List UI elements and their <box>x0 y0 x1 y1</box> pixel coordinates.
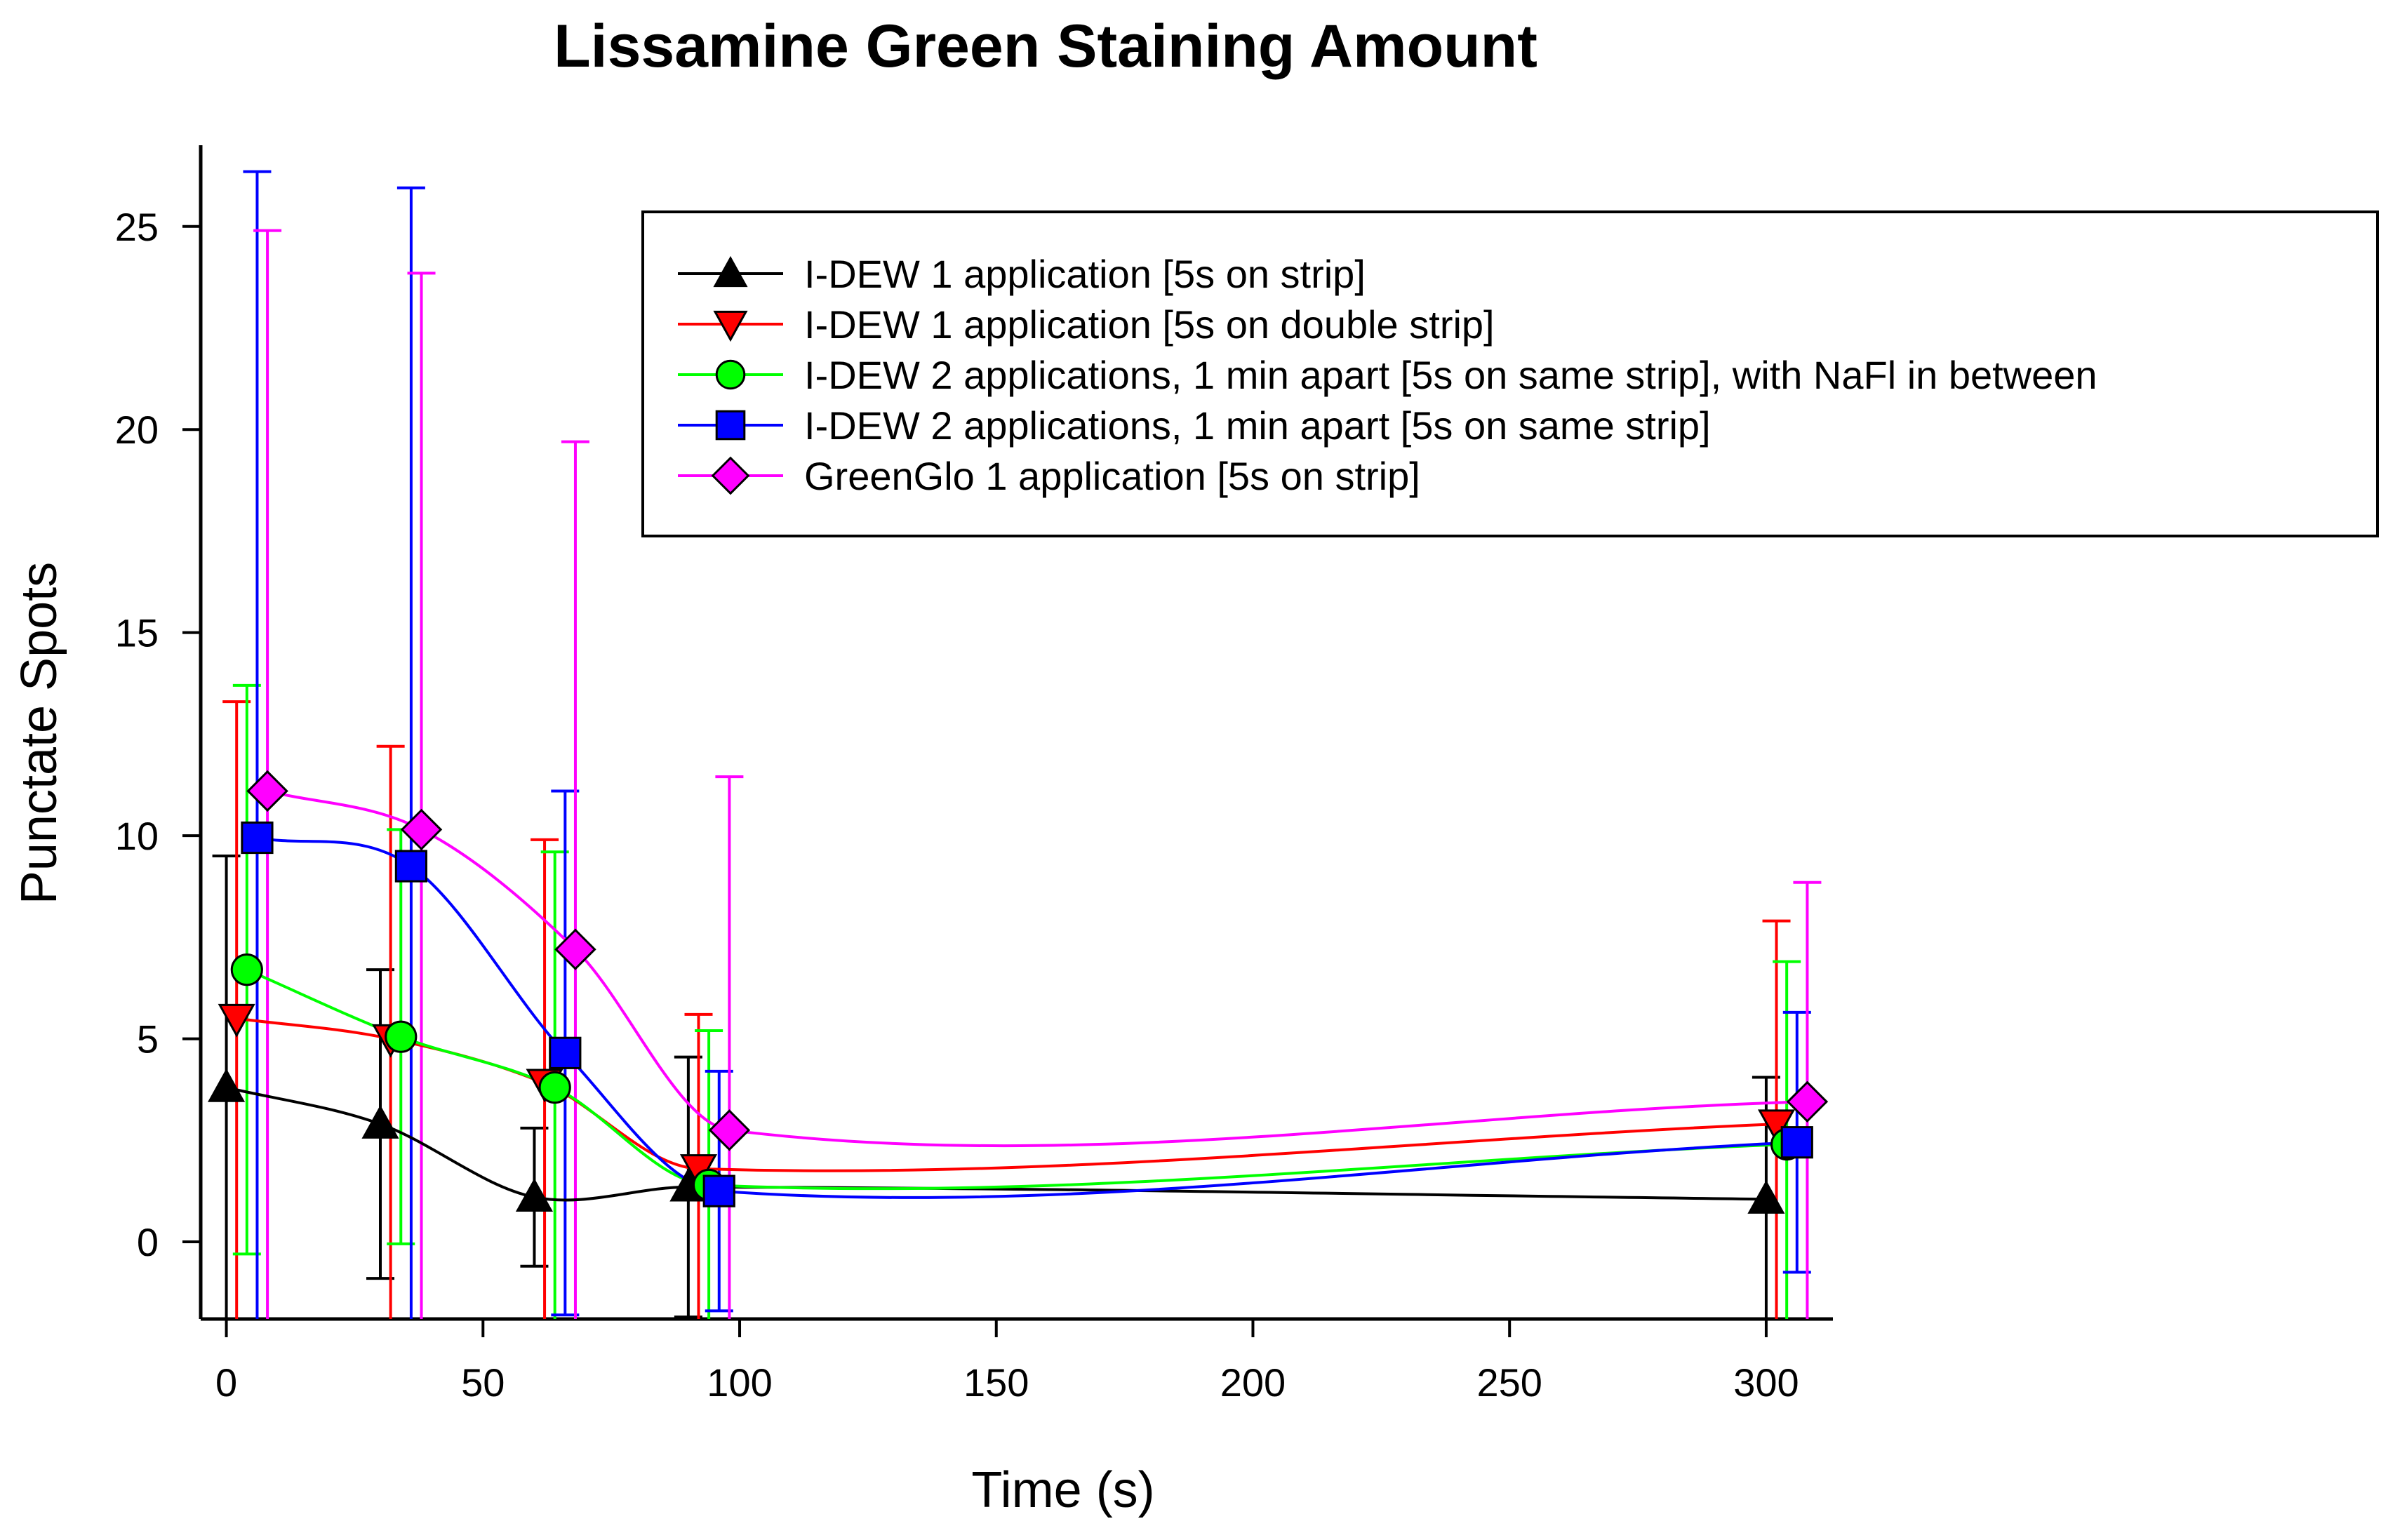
data-point-s3-p0 <box>241 821 274 855</box>
data-point-s0-p1 <box>361 1105 399 1139</box>
y-axis-label: Punctate Spots <box>11 562 67 904</box>
data-point-s2-p1 <box>385 1020 418 1053</box>
data-point-s1-p0 <box>218 1003 255 1038</box>
data-point-s3-p1 <box>394 850 427 883</box>
legend-label-2: I-DEW 2 applications, 1 min apart [5s on… <box>804 353 2097 397</box>
chart-title: Lissamine Green Staining Amount <box>554 13 1537 80</box>
x-tick-label-6: 300 <box>1733 1360 1799 1405</box>
data-point-s2-p0 <box>230 953 263 986</box>
legend-marker-1 <box>713 310 748 342</box>
x-tick-label-0: 0 <box>215 1360 237 1405</box>
x-tick-label-2: 100 <box>707 1360 772 1405</box>
y-tick-label-5: 25 <box>115 205 159 249</box>
legend-label-3: I-DEW 2 applications, 1 min apart [5s on… <box>804 403 1711 448</box>
x-tick-label-3: 150 <box>963 1360 1029 1405</box>
y-tick-label-1: 5 <box>137 1017 159 1062</box>
data-point-s0-p0 <box>208 1068 246 1102</box>
series-line-2 <box>246 968 1787 1191</box>
data-point-s3-p4 <box>1780 1126 1813 1159</box>
legend-marker-3 <box>715 410 746 441</box>
y-tick-label-4: 20 <box>115 408 159 452</box>
series-lines <box>226 789 1808 1202</box>
series-line-1 <box>236 1017 1777 1172</box>
data-point-s2-p2 <box>538 1071 571 1104</box>
data-point-s4-p3 <box>708 1109 751 1151</box>
y-tick-label-3: 15 <box>115 611 159 655</box>
data-point-s4-p4 <box>1786 1080 1829 1123</box>
legend-label-4: GreenGlo 1 application [5s on strip] <box>804 454 1420 498</box>
x-tick-label-1: 50 <box>461 1360 505 1405</box>
legend-box <box>641 210 2379 537</box>
y-tick-label-2: 10 <box>115 814 159 858</box>
data-point-s0-p4 <box>1747 1180 1785 1214</box>
data-point-s4-p1 <box>400 808 443 851</box>
data-point-s0-p2 <box>515 1178 553 1212</box>
series-markers <box>208 770 1829 1214</box>
data-point-s3-p2 <box>549 1036 582 1069</box>
x-tick-label-4: 200 <box>1220 1360 1286 1405</box>
x-tick-label-5: 250 <box>1476 1360 1542 1405</box>
series-line-3 <box>257 836 1797 1200</box>
data-point-s4-p2 <box>554 928 596 970</box>
legend-label-0: I-DEW 1 application [5s on strip] <box>804 252 1366 296</box>
legend-marker-2 <box>715 359 746 390</box>
legend-marker-0 <box>713 255 748 288</box>
data-point-s1-p4 <box>1757 1109 1796 1144</box>
x-axis-label: Time (s) <box>971 1462 1154 1518</box>
axes: 0 50 100 150 200 250 300 0 5 10 15 20 25 <box>115 145 1833 1405</box>
data-point-s4-p0 <box>246 770 288 812</box>
legend: I-DEW 1 application [5s on strip] I-DEW 1… <box>641 210 2379 537</box>
y-tick-label-0: 0 <box>137 1220 159 1264</box>
legend-marker-4 <box>711 456 750 495</box>
legend-label-1: I-DEW 1 application [5s on double strip] <box>804 302 1495 347</box>
series-line-0 <box>226 1086 1766 1202</box>
data-point-s3-p3 <box>702 1174 735 1207</box>
